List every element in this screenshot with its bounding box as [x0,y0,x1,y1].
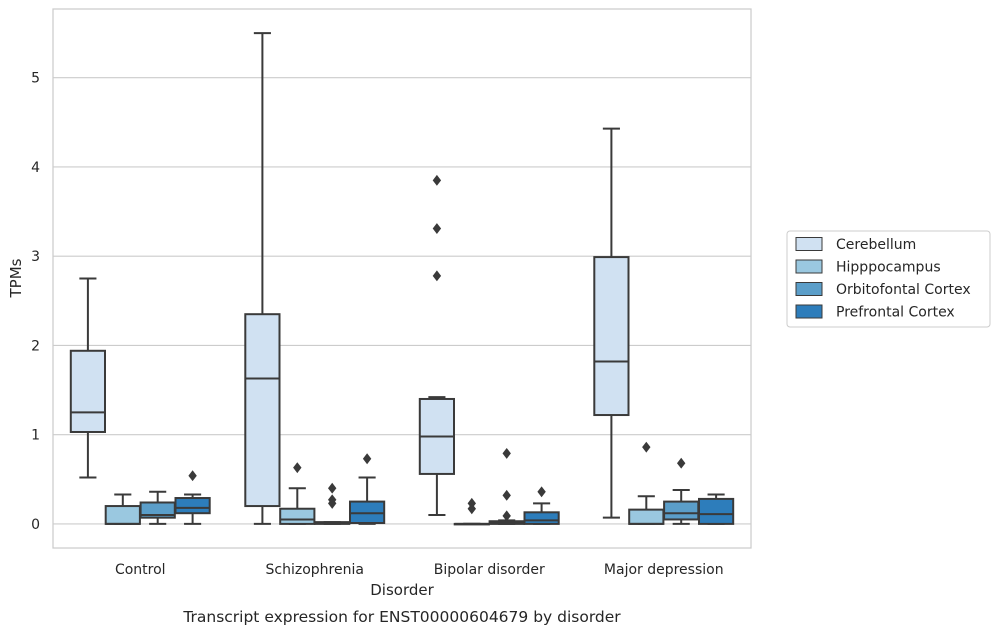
iqr-box [593,256,630,417]
box-cerebellum [244,32,281,525]
outlier-point [328,494,337,506]
outlier-point [293,462,302,474]
outlier-point [502,447,511,459]
box-cerebellum [593,127,630,519]
outlier-point [677,457,686,469]
x-tick-label: Schizophrenia [266,562,364,578]
y-tick-label: 4 [31,160,40,176]
outlier-point [467,497,476,509]
iqr-box [697,497,735,525]
y-tick-label: 0 [31,517,40,533]
y-tick-label: 3 [31,249,40,265]
outlier-point [537,486,546,498]
grid-lines [53,77,751,525]
outlier-point [328,482,337,494]
box-hipppocampus [279,462,316,525]
iqr-box [279,507,316,525]
box-prefrontal-cortex [523,486,560,525]
outlier-point [432,270,442,282]
legend-swatch [795,304,823,319]
plot-area-border [52,8,752,549]
outlier-point [188,470,197,482]
y-tick-label: 1 [31,428,40,444]
legend-swatch [795,237,823,251]
legend-label: Orbitofontal Cortex [836,282,971,298]
iqr-box [244,313,281,508]
box-series [69,32,735,526]
iqr-box [628,508,665,525]
y-tick-labels: 0 1 2 3 4 5 [31,71,40,533]
x-tick-label: Control [115,562,166,578]
legend-label: Cerebellum [836,237,916,253]
y-tick-label: 5 [31,71,40,87]
iqr-box [174,497,211,515]
outlier-point [432,174,442,186]
x-tick-label: Major depression [604,562,724,578]
iqr-box [69,349,107,433]
outlier-point [502,510,511,522]
iqr-box [523,511,560,525]
box-hipppocampus [104,493,141,525]
legend-label: Prefrontal Cortex [836,305,955,321]
box-orbitofontal-cortex [314,482,351,525]
box-orbitofontal-cortex [663,457,700,525]
x-axis-label: Disorder [370,581,434,599]
outlier-point [642,441,651,453]
outlier-point [362,453,372,465]
box-cerebellum [69,277,107,479]
iqr-box [663,500,700,521]
outlier-point [502,489,511,501]
chart-caption: Transcript expression for ENST0000060467… [182,608,621,626]
box-prefrontal-cortex [348,453,386,525]
legend-swatch [795,259,823,274]
legend-label: Hipppocampus [836,260,941,276]
box-prefrontal-cortex [174,470,211,525]
legend-frame [786,230,991,328]
legend-swatch [795,282,823,296]
y-tick-label: 2 [31,338,40,354]
x-tick-labels: Control Schizophrenia Bipolar disorder Majo… [115,562,724,578]
y-axis-label: TPMs [7,258,25,298]
x-tick-label: Bipolar disorder [434,562,545,578]
outlier-point [432,223,442,234]
box-cerebellum [418,174,456,516]
legend: Cerebellum Hipppocampus Orbitofontal Corte… [786,230,991,328]
box-prefrontal-cortex [697,493,735,525]
iqr-box [104,505,141,525]
box-orbitofontal-cortex [139,490,176,525]
